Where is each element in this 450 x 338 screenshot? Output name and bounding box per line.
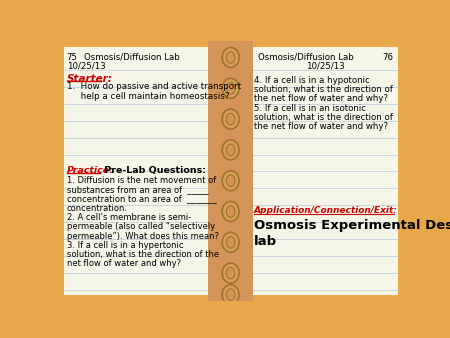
Text: 75: 75 xyxy=(67,53,77,62)
Text: concentration.: concentration. xyxy=(67,204,128,213)
Ellipse shape xyxy=(226,144,235,156)
Text: Pre-Lab Questions:: Pre-Lab Questions: xyxy=(101,166,206,175)
Text: 10/25/13: 10/25/13 xyxy=(67,62,105,70)
Text: 1. Diffusion is the net movement of: 1. Diffusion is the net movement of xyxy=(67,176,216,185)
Ellipse shape xyxy=(226,289,235,300)
Ellipse shape xyxy=(222,78,239,98)
Ellipse shape xyxy=(226,267,235,279)
Text: Starter:: Starter: xyxy=(67,74,112,84)
Ellipse shape xyxy=(226,206,235,217)
Ellipse shape xyxy=(222,232,239,252)
Ellipse shape xyxy=(226,52,235,63)
Text: 5. If a cell is in an isotonic: 5. If a cell is in an isotonic xyxy=(254,104,366,113)
Ellipse shape xyxy=(226,82,235,94)
Text: help a cell maintain homeostasis?: help a cell maintain homeostasis? xyxy=(67,92,229,101)
Text: permeable (also called “selectively: permeable (also called “selectively xyxy=(67,222,215,231)
Ellipse shape xyxy=(222,109,239,129)
Text: net flow of water and why?: net flow of water and why? xyxy=(67,259,181,268)
Text: 1.  How do passive and active transport: 1. How do passive and active transport xyxy=(67,82,241,91)
Text: 2. A cell’s membrane is semi-: 2. A cell’s membrane is semi- xyxy=(67,213,191,222)
Text: lab: lab xyxy=(254,235,277,248)
Text: permeable”). What does this mean?: permeable”). What does this mean? xyxy=(67,232,219,241)
Ellipse shape xyxy=(222,171,239,191)
Text: 3. If a cell is in a hypertonic: 3. If a cell is in a hypertonic xyxy=(67,241,183,250)
Text: 10/25/13: 10/25/13 xyxy=(306,62,345,70)
Text: Practice:: Practice: xyxy=(67,166,113,175)
Bar xyxy=(208,41,253,301)
Text: solution, what is the direction of: solution, what is the direction of xyxy=(254,85,392,94)
Text: solution, what is the direction of: solution, what is the direction of xyxy=(254,113,392,122)
Text: concentration to an area of  _______: concentration to an area of _______ xyxy=(67,195,216,203)
Ellipse shape xyxy=(222,48,239,68)
Text: Osmosis/Diffusion Lab: Osmosis/Diffusion Lab xyxy=(84,53,180,62)
Ellipse shape xyxy=(222,140,239,160)
Ellipse shape xyxy=(226,237,235,248)
Ellipse shape xyxy=(222,263,239,283)
Text: 4. If a cell is in a hypotonic: 4. If a cell is in a hypotonic xyxy=(254,76,369,85)
Ellipse shape xyxy=(222,201,239,221)
Text: the net flow of water and why?: the net flow of water and why? xyxy=(254,94,388,103)
Bar xyxy=(248,47,398,295)
Ellipse shape xyxy=(222,285,239,305)
Text: the net flow of water and why?: the net flow of water and why? xyxy=(254,122,388,131)
Ellipse shape xyxy=(226,175,235,187)
Ellipse shape xyxy=(226,113,235,125)
Bar xyxy=(63,47,211,295)
Text: 76: 76 xyxy=(382,53,393,62)
Text: Application/Connection/Exit:: Application/Connection/Exit: xyxy=(254,206,398,215)
Text: Osmosis/Diffusion Lab: Osmosis/Diffusion Lab xyxy=(257,53,353,62)
Text: Osmosis Experimental Design: Osmosis Experimental Design xyxy=(254,219,450,232)
Text: substances from an area of  _____: substances from an area of _____ xyxy=(67,185,208,194)
Text: solution, what is the direction of the: solution, what is the direction of the xyxy=(67,250,219,259)
